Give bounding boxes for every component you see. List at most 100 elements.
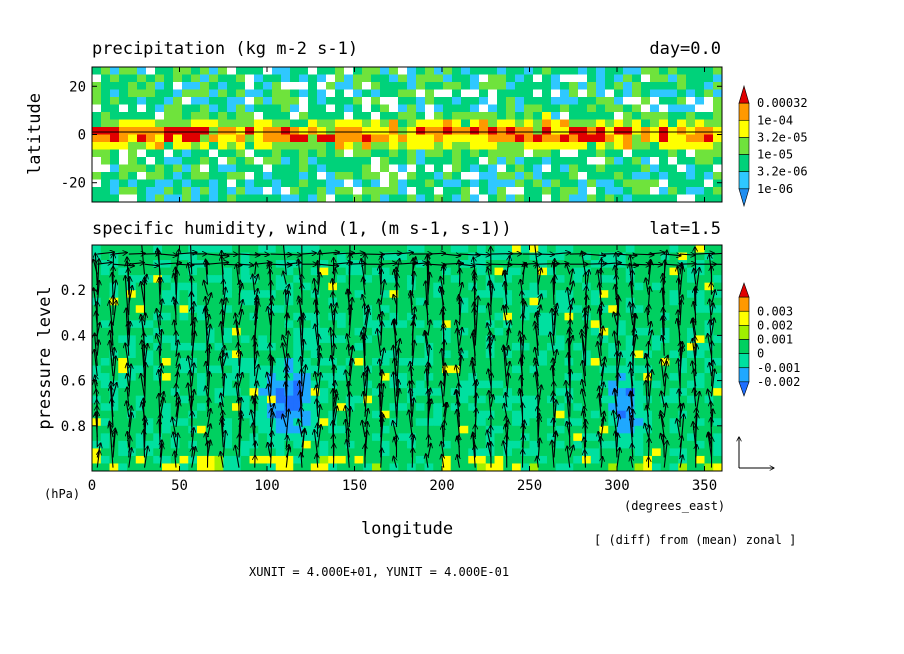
wind-vector (412, 321, 413, 356)
precip-cell (128, 172, 138, 181)
precip-cell (452, 119, 462, 128)
humidity-cell (652, 342, 662, 352)
humidity-cell (319, 448, 329, 457)
precip-cell (632, 134, 642, 143)
humidity-cell (144, 320, 154, 329)
humidity-cell (310, 455, 321, 465)
humidity-cell (424, 440, 434, 449)
humidity-cell (398, 365, 408, 374)
precip-cell (524, 74, 534, 83)
humidity-cell (258, 275, 268, 284)
humidity-cell (634, 350, 644, 359)
humidity-cell (319, 312, 329, 321)
wind-vector (97, 262, 112, 264)
humidity-cell (652, 418, 662, 427)
precip-cell (209, 112, 219, 121)
precip-cell (605, 157, 615, 166)
humidity-cell (354, 403, 364, 412)
humidity-cell (118, 252, 128, 261)
precip-cell (137, 127, 147, 136)
humidity-cell (328, 448, 338, 457)
precip-cell (587, 157, 597, 166)
precip-cell (317, 164, 327, 173)
wind-vector (97, 280, 99, 305)
humidity-cell (442, 297, 452, 306)
precip-cell (497, 97, 507, 106)
wind-vector (617, 414, 619, 428)
precip-cell (452, 172, 462, 181)
humidity-cell (135, 455, 146, 465)
wind-vector (192, 428, 194, 448)
precip-cell (479, 172, 489, 181)
x-axis-label: longitude (361, 519, 453, 539)
humidity-cell (232, 418, 242, 427)
wind-vector (221, 420, 223, 448)
humidity-cell (678, 252, 688, 261)
humidity-cell (232, 395, 242, 404)
humidity-cell (643, 350, 653, 359)
precip-cell (425, 119, 435, 128)
humidity-cell (494, 267, 504, 276)
precip-cell (434, 89, 444, 98)
precip-cell (461, 157, 471, 166)
humidity-cell (459, 335, 469, 344)
humidity-cell (617, 358, 627, 367)
precip-cell (335, 127, 345, 136)
precip-cell (542, 194, 552, 202)
wind-vector (475, 408, 476, 427)
precip-cell (578, 172, 588, 181)
humidity-cell (415, 395, 426, 404)
humidity-cell (695, 342, 706, 352)
humidity-cell (380, 358, 391, 367)
precip-cell (353, 112, 363, 121)
precip-cell (263, 157, 273, 166)
humidity-cell (214, 410, 224, 419)
precip-cell (308, 149, 318, 158)
precip-cell (488, 157, 498, 166)
precip-cell (596, 89, 606, 98)
precip-cell (533, 149, 543, 158)
wind-vector (615, 431, 617, 458)
wind-vector (286, 331, 288, 356)
precip-cell (137, 187, 147, 196)
humidity-cell (319, 335, 329, 344)
precip-cell (506, 104, 516, 113)
precip-cell (344, 172, 354, 181)
humidity-cell (223, 448, 233, 457)
precip-cell (263, 172, 273, 181)
precip-cell (209, 149, 219, 158)
humidity-cell (205, 425, 216, 434)
precip-cell (299, 74, 309, 83)
humidity-cell (547, 433, 557, 442)
humidity-cell (153, 395, 163, 404)
precip-cell (515, 127, 525, 136)
humidity-cell (223, 312, 233, 321)
precip-cell (578, 82, 588, 91)
humidity-cell (398, 440, 408, 449)
humidity-cell (328, 252, 338, 261)
humidity-cell (652, 403, 662, 412)
humidity-cell (284, 358, 294, 367)
humidity-cell (634, 440, 644, 449)
humidity-cell (135, 245, 146, 254)
humidity-cell (363, 403, 373, 412)
humidity-cell (713, 410, 722, 419)
humidity-cell (232, 425, 242, 434)
precip-cell (218, 194, 228, 202)
precip-cell (479, 142, 489, 151)
humidity-cell (634, 448, 644, 457)
precip-cell (308, 82, 318, 91)
precip-cell (425, 179, 435, 188)
reference-vector (739, 437, 774, 468)
precip-cell (263, 142, 273, 151)
wind-vector (206, 293, 212, 306)
precip-cell (695, 127, 705, 136)
humidity-cell (652, 455, 662, 465)
precip-cell (362, 104, 372, 113)
precip-cell (362, 149, 372, 158)
humidity-cell (669, 260, 679, 269)
precip-cell (110, 142, 120, 151)
humidity-cell (293, 403, 303, 412)
humidity-cell (477, 358, 487, 367)
humidity-cell (127, 388, 137, 397)
